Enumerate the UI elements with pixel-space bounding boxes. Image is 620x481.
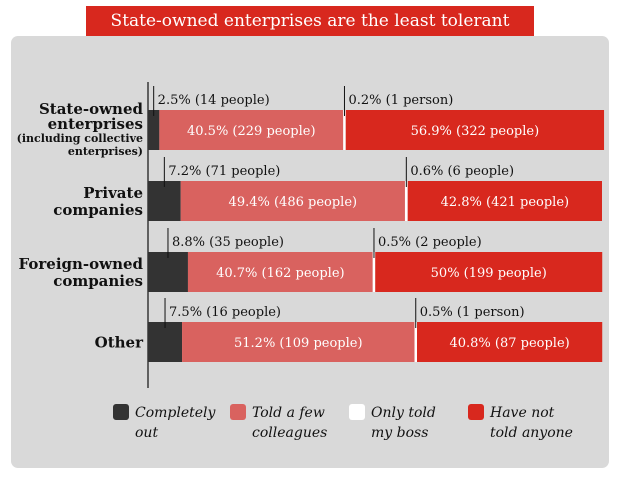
bar-segment-have-not-told-anyone <box>407 181 602 221</box>
data-label: 51.2% (109 people) <box>234 336 363 351</box>
bar-segment-completely-out <box>148 181 181 221</box>
legend-swatch <box>113 404 129 420</box>
legend-label: colleagues <box>252 425 327 441</box>
data-label: 7.2% (71 people) <box>168 164 280 179</box>
bar-segment-have-not-told-anyone <box>345 110 605 150</box>
legend-swatch <box>230 404 246 420</box>
category-label: Foreign-owned <box>19 255 144 273</box>
bar-segment-told-a-few-colleagues <box>159 110 344 150</box>
category-label: enterprises) <box>68 145 143 158</box>
data-label: 0.5% (2 people) <box>378 235 482 250</box>
data-label: 42.8% (421 people) <box>441 195 570 210</box>
data-label: 2.5% (14 people) <box>158 93 270 108</box>
bar-segment-told-a-few-colleagues <box>187 252 373 292</box>
data-label: 7.5% (16 people) <box>169 305 281 320</box>
legend-label: Have not <box>489 405 555 421</box>
data-label: 56.9% (322 people) <box>411 124 540 139</box>
bar-segment-completely-out <box>148 252 188 292</box>
bar-segment-only-told-my-boss <box>414 322 417 362</box>
chart-title: State-owned enterprises are the least to… <box>86 6 534 36</box>
data-label: 0.5% (1 person) <box>420 305 525 320</box>
data-label: 40.7% (162 people) <box>216 266 345 281</box>
legend-label: out <box>135 425 158 441</box>
bar-segment-only-told-my-boss <box>343 110 346 150</box>
category-label: (including collective <box>17 132 143 145</box>
data-label: 40.5% (229 people) <box>187 124 316 139</box>
bar-segment-have-not-told-anyone <box>416 322 603 362</box>
bar-segment-told-a-few-colleagues <box>180 181 405 221</box>
category-label: State-owned <box>39 100 144 118</box>
data-label: 0.2% (1 person) <box>348 93 453 108</box>
category-label: companies <box>53 272 143 290</box>
data-label: 0.6% (6 people) <box>410 164 514 179</box>
data-label: 50% (199 people) <box>431 266 547 281</box>
bar-segment-told-a-few-colleagues <box>182 322 415 362</box>
legend-label: Completely <box>135 405 217 421</box>
bar-segment-only-told-my-boss <box>372 252 376 292</box>
bar-segment-completely-out <box>148 110 160 150</box>
legend-label: Only told <box>371 405 436 421</box>
data-label: 40.8% (87 people) <box>449 336 569 351</box>
data-label: 8.8% (35 people) <box>172 235 284 250</box>
category-label: companies <box>53 201 143 219</box>
bar-segment-completely-out <box>148 322 183 362</box>
category-label: Other <box>95 334 144 352</box>
bar-segment-only-told-my-boss <box>404 181 408 221</box>
category-label: Private <box>83 184 143 202</box>
legend-swatch <box>349 404 365 420</box>
data-label: 49.4% (486 people) <box>229 195 358 210</box>
bar-segment-have-not-told-anyone <box>375 252 603 292</box>
category-label: enterprises <box>48 115 143 133</box>
legend-label: told anyone <box>490 425 573 441</box>
legend-label: Told a few <box>252 405 325 421</box>
legend-swatch <box>468 404 484 420</box>
legend-label: my boss <box>371 425 428 441</box>
